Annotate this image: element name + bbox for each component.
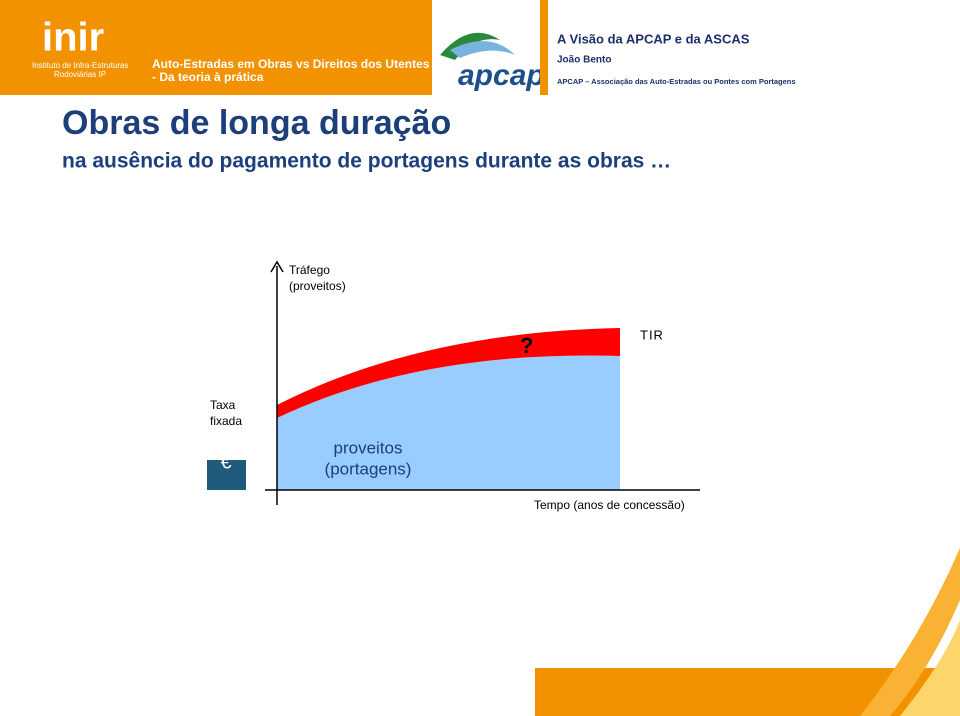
area-label: (portagens)	[325, 459, 412, 478]
axis-arrow	[270, 260, 284, 273]
fixed-rate-label: fixada	[210, 414, 242, 428]
logo-swoosh	[450, 41, 515, 58]
revenue-area	[277, 355, 620, 490]
fixed-rate-label: Taxa	[210, 398, 236, 412]
y-axis-label: Tráfego	[289, 263, 330, 277]
toll-gap-band	[277, 328, 620, 418]
currency: €	[220, 451, 231, 473]
apcap-logo: apcap	[458, 59, 545, 92]
banner-title: Auto-Estradas em Obras vs Direitos dos U…	[152, 57, 430, 71]
y-axis-label: (proveitos)	[289, 279, 346, 293]
question-mark: ?	[520, 333, 533, 358]
institute-line: Rodoviárias IP	[54, 70, 106, 79]
slide-subtitle: na ausência do pagamento de portagens du…	[62, 150, 671, 173]
event: A Visão da APCAP e da ASCAS	[557, 31, 750, 46]
tir-label: TIR	[640, 327, 664, 342]
banner-subtitle: - Da teoria à prática	[152, 70, 264, 84]
footer-swoosh	[900, 620, 960, 716]
area-label: proveitos	[334, 438, 403, 457]
x-axis-label: Tempo (anos de concessão)	[534, 498, 685, 512]
footer-swoosh	[860, 548, 960, 716]
organization: APCAP – Associação das Auto-Estradas ou …	[557, 77, 796, 86]
slide-title: Obras de longa duração	[62, 104, 451, 142]
speaker: João Bento	[557, 55, 611, 66]
institute-line: Instituto de Infra-Estruturas	[32, 61, 129, 70]
fixed-rate-box	[207, 460, 246, 490]
header-banner	[0, 0, 432, 95]
inir-logo: inir	[42, 16, 104, 60]
divider	[540, 0, 548, 95]
